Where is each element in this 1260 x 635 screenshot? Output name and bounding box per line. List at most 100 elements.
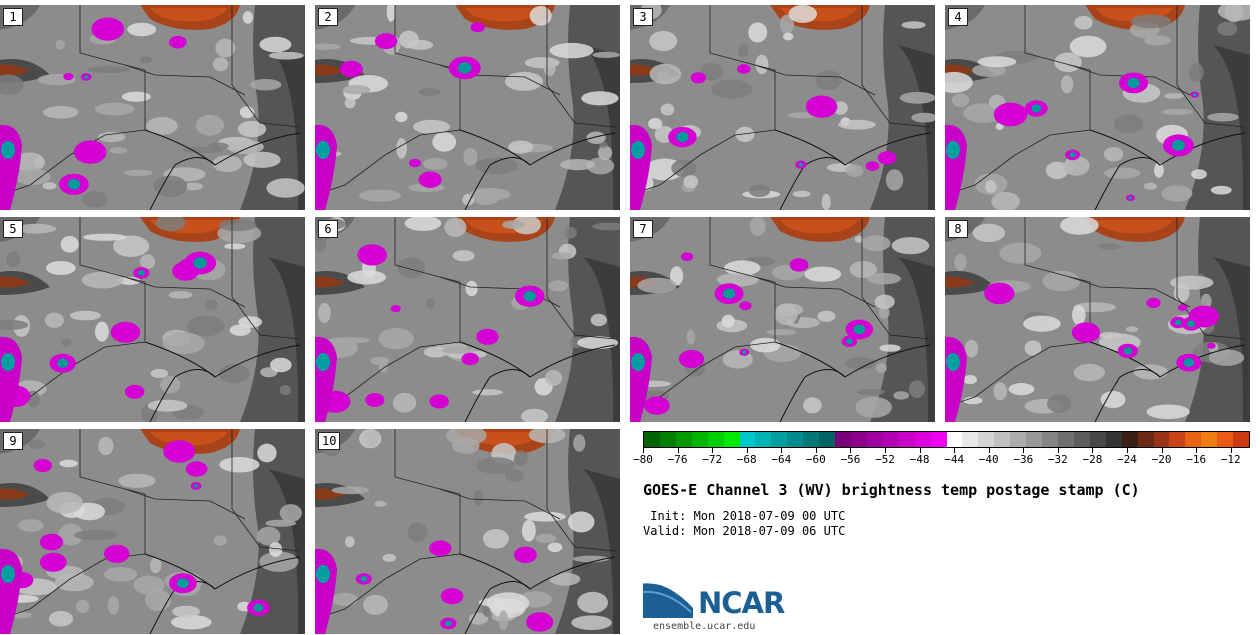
colorbar-swatch: [1042, 432, 1058, 447]
colorbar-tick: [954, 448, 956, 453]
colorbar-ticks: −80 −76 −72 −68 −64 −60 −56 −52 −48 −44 −40 −36 −32 −…: [633, 448, 1248, 468]
colorbar-swatch: [1105, 432, 1122, 447]
colorbar-tick: [1230, 448, 1232, 453]
member-number: 7: [633, 220, 653, 238]
colorbar-swatch: [1153, 432, 1170, 447]
colorbar-swatch: [882, 432, 899, 447]
colorbar-swatch: [835, 432, 851, 447]
colorbar-swatch: [1169, 432, 1186, 447]
colorbar-tick: [988, 448, 990, 453]
colorbar-tick-label: −48: [909, 453, 930, 466]
colorbar-tick: [1092, 448, 1094, 453]
colorbar-swatch: [787, 432, 804, 447]
colorbar-tick-label: −20: [1151, 453, 1172, 466]
colorbar-tick-label: −40: [978, 453, 999, 466]
colorbar-swatch: [659, 432, 676, 447]
colorbar-tick: [919, 448, 921, 453]
member-number: 4: [948, 8, 968, 26]
member-panel: 8: [945, 217, 1250, 422]
member-number: 1: [3, 8, 23, 26]
colorbar-tick-label: −16: [1186, 453, 1207, 466]
colorbar-tick-label: −12: [1220, 453, 1241, 466]
colorbar-swatch: [1233, 432, 1250, 447]
colorbar-swatch: [866, 432, 883, 447]
colorbar-tick: [815, 448, 817, 453]
colorbar-swatch: [1121, 432, 1138, 447]
colorbar-tick-label: −60: [805, 453, 826, 466]
colorbar-tick-label: −56: [840, 453, 861, 466]
colorbar-tick: [677, 448, 679, 453]
member-number: 8: [948, 220, 968, 238]
colorbar-swatch: [914, 432, 931, 447]
member-number: 3: [633, 8, 653, 26]
colorbar-tick: [885, 448, 886, 453]
website-link[interactable]: ensemble.ucar.edu: [653, 621, 756, 632]
valid-time: Valid: Mon 2018-07-09 06 UTC: [643, 524, 846, 538]
colorbar-swatch: [1057, 432, 1074, 447]
colorbar-swatch: [1089, 432, 1106, 447]
member-number: 5: [3, 220, 23, 238]
colorbar-tick-label: −76: [667, 453, 688, 466]
colorbar-swatch: [691, 432, 708, 447]
member-panel: 5: [0, 217, 305, 422]
member-panel: 9: [0, 429, 305, 634]
colorbar-swatch: [803, 432, 820, 447]
logo-text: NCAR: [698, 586, 785, 620]
colorbar-tick-label: −28: [1082, 453, 1103, 466]
colorbar-tick: [1057, 448, 1059, 453]
colorbar-swatch: [898, 432, 915, 447]
colorbar-tick: [746, 448, 748, 453]
colorbar-tick: [643, 448, 644, 453]
colorbar-swatch: [962, 432, 979, 447]
colorbar-tick-label: −64: [771, 453, 792, 466]
colorbar-tick-label: −72: [702, 453, 723, 466]
colorbar-tick-label: −68: [736, 453, 757, 466]
colorbar: [643, 431, 1250, 448]
colorbar-swatch: [1185, 432, 1202, 447]
member-panel: 3: [630, 5, 935, 210]
colorbar-swatch: [707, 432, 724, 447]
colorbar-tick: [1196, 448, 1198, 453]
member-panel: 7: [630, 217, 935, 422]
colorbar-swatch: [644, 432, 660, 447]
colorbar-swatch: [1201, 432, 1218, 447]
colorbar-swatch: [1010, 432, 1027, 447]
member-number: 10: [318, 432, 341, 450]
ncar-logo: NCAR: [642, 578, 803, 622]
colorbar-tick-label: −36: [1013, 453, 1034, 466]
colorbar-swatch: [819, 432, 836, 447]
colorbar-swatch: [1073, 432, 1090, 447]
member-panel: 10: [315, 429, 620, 634]
colorbar-swatch: [946, 432, 963, 447]
colorbar-swatch: [723, 432, 740, 447]
member-number: 6: [318, 220, 338, 238]
colorbar-tick: [1127, 448, 1128, 453]
colorbar-swatch: [739, 432, 756, 447]
colorbar-swatch: [930, 432, 947, 447]
member-panel: 2: [315, 5, 620, 210]
colorbar-tick-label: −32: [1047, 453, 1068, 466]
member-panel: 1: [0, 5, 305, 210]
member-number: 9: [3, 432, 23, 450]
colorbar-swatch: [850, 432, 867, 447]
colorbar-swatch: [1026, 432, 1043, 447]
member-panel: 4: [945, 5, 1250, 210]
colorbar-swatch: [771, 432, 788, 447]
colorbar-tick: [781, 448, 783, 453]
colorbar-tick-label: −52: [875, 453, 895, 466]
colorbar-swatch: [994, 432, 1011, 447]
member-panel: 6: [315, 217, 620, 422]
colorbar-tick: [1023, 448, 1025, 453]
colorbar-tick: [850, 448, 852, 453]
colorbar-tick: [1161, 448, 1163, 453]
colorbar-tick-label: −80: [633, 453, 653, 466]
colorbar-swatch: [1137, 432, 1154, 447]
colorbar-tick-label: −44: [944, 453, 965, 466]
member-number: 2: [318, 8, 338, 26]
init-time: Init: Mon 2018-07-09 00 UTC: [643, 509, 846, 523]
colorbar-swatch: [978, 432, 995, 447]
ncar-swoosh-icon: [642, 580, 697, 618]
product-title: GOES-E Channel 3 (WV) brightness temp po…: [643, 481, 1140, 499]
colorbar-tick-label: −24: [1117, 453, 1137, 466]
colorbar-swatch: [1217, 432, 1234, 447]
